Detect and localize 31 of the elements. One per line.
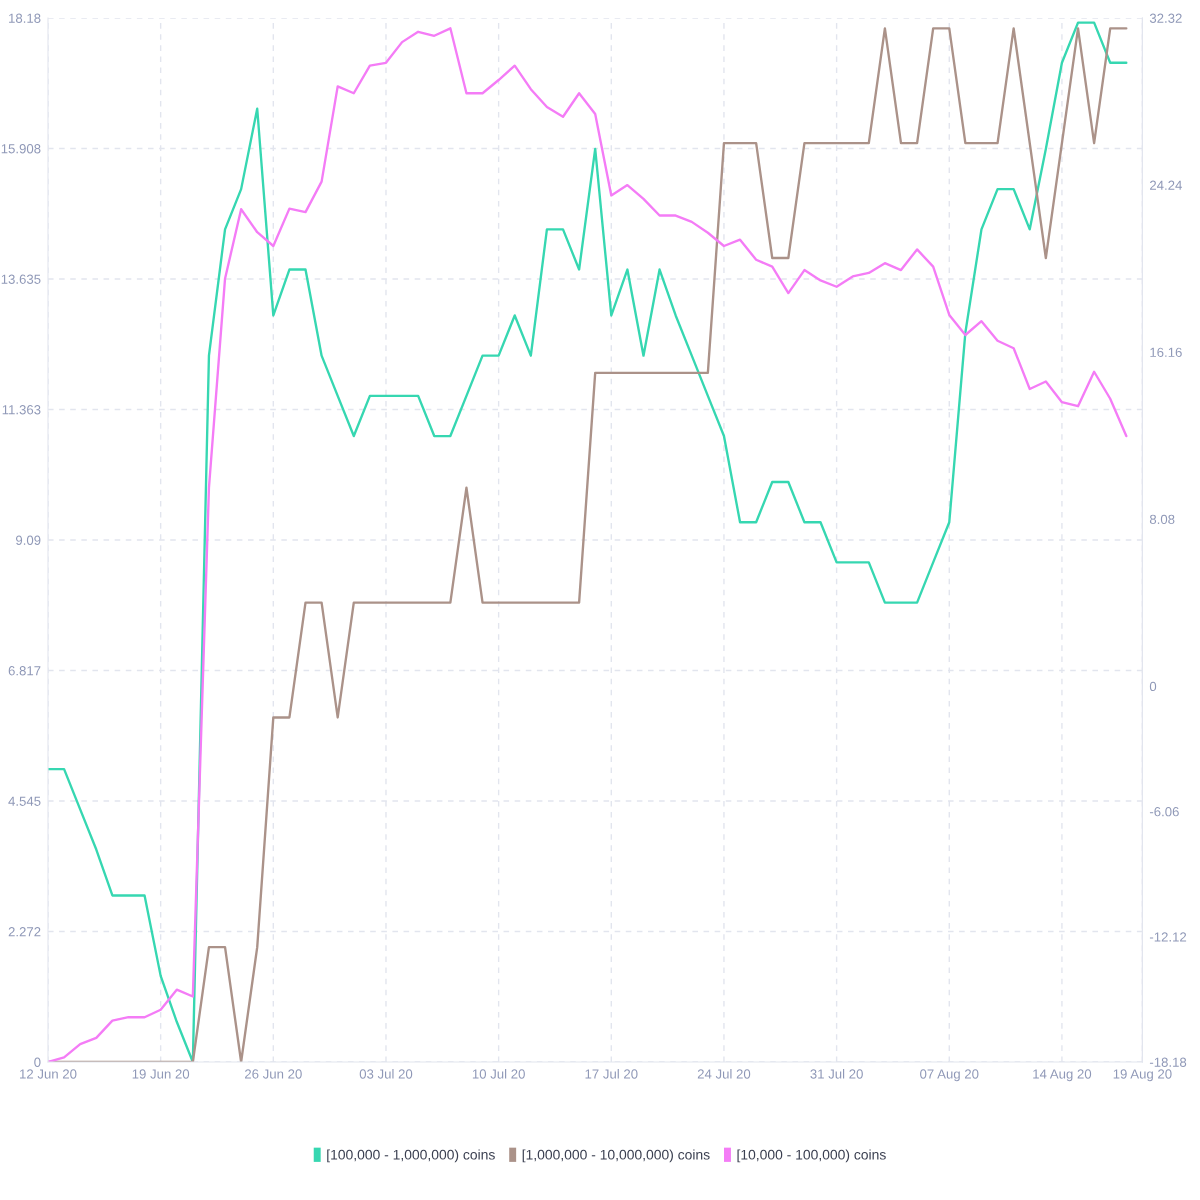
x-tick-label: 10 Jul 20 xyxy=(472,1068,525,1079)
y-tick-label: 2.272 xyxy=(8,927,41,937)
y-tick-label: 6.817 xyxy=(8,666,41,676)
y2-tick-label: 24.24 xyxy=(1150,180,1182,190)
legend-label: [1,000,000 - 10,000,000) coins xyxy=(522,1149,710,1163)
y2-tick-label: -18.18 xyxy=(1149,1057,1187,1067)
y-tick-label: 15.908 xyxy=(1,144,41,154)
y-tick-label: 4.545 xyxy=(8,796,41,806)
x-tick-label: 03 Jul 20 xyxy=(359,1068,413,1079)
x-tick-label: 31 Jul 20 xyxy=(810,1068,863,1079)
legend-label: [100,000 - 1,000,000) coins xyxy=(327,1149,495,1163)
y2-tick-label: 0 xyxy=(1149,681,1157,692)
x-tick-label: 12 Jun 20 xyxy=(20,1069,77,1079)
y-tick-label: 11.363 xyxy=(2,405,41,415)
x-tick-label: 19 Aug 20 xyxy=(1113,1069,1172,1082)
x-tick-label: 14 Aug 20 xyxy=(1033,1069,1092,1082)
x-tick-label: 24 Jul 20 xyxy=(697,1068,751,1079)
y2-tick-label: -6.06 xyxy=(1149,807,1179,817)
y-tick-label: 13.635 xyxy=(1,274,41,284)
y2-tick-label: -12.12 xyxy=(1149,932,1187,942)
y-tick-label: 18.18 xyxy=(9,13,41,23)
y2-tick-label: 8.08 xyxy=(1149,514,1175,525)
y2-tick-label: 32.32 xyxy=(1149,13,1182,23)
x-tick-label: 17 Jul 20 xyxy=(585,1068,638,1079)
x-tick-label: 26 Jun 20 xyxy=(245,1069,302,1079)
x-tick-label: 07 Aug 20 xyxy=(920,1069,979,1082)
y-tick-label: 9.09 xyxy=(16,535,41,545)
legend-label: [10,000 - 100,000) coins xyxy=(737,1149,886,1163)
y-tick-label: 0 xyxy=(34,1057,41,1067)
x-tick-label: 19 Jun 20 xyxy=(132,1069,190,1079)
y2-tick-label: 16.16 xyxy=(1150,347,1182,357)
